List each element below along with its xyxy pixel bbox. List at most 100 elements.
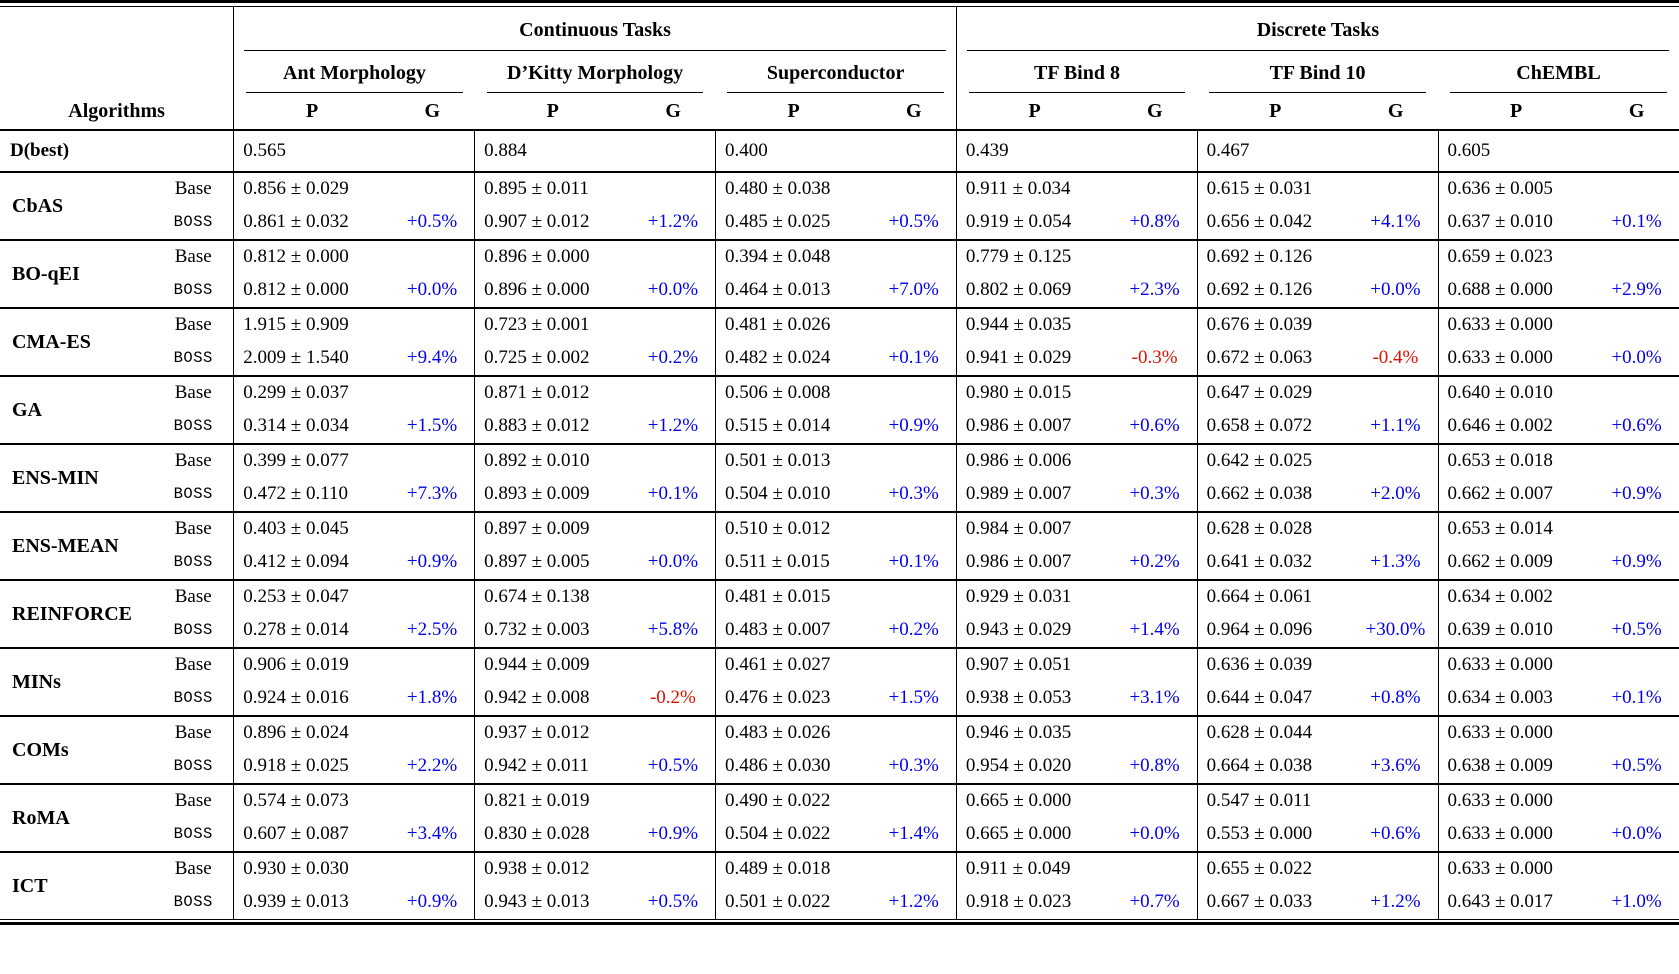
variant-label-base: Base: [153, 579, 234, 614]
boss-gain-cell: -0.2%: [649, 687, 696, 709]
task-dkitty-morphology: D’Kitty Morphology: [475, 51, 716, 93]
base-gain-cell-empty: [630, 511, 716, 546]
boss-value-cell: 0.943 ± 0.013: [474, 886, 631, 919]
base-value-cell: 0.674 ± 0.138: [474, 579, 631, 614]
boss-gain-cell: +0.6%: [1129, 415, 1180, 437]
group-continuous-tasks: Continuous Tasks: [233, 7, 957, 51]
base-gain-cell-empty: [1594, 307, 1679, 342]
base-gain-cell-empty: [871, 239, 957, 274]
base-value-cell: 0.634 ± 0.002: [1437, 579, 1595, 614]
algorithm-base-row: CbAS Base 0.856 ± 0.029 0.895 ± 0.011 0.480 …: [0, 171, 1679, 240]
base-value-cell: 0.984 ± 0.007: [955, 511, 1113, 546]
boss-value-cell: 0.918 ± 0.023: [955, 886, 1113, 919]
base-gain-cell-empty: [871, 375, 957, 410]
base-gain-cell-empty: [1112, 307, 1198, 342]
task-chembl: ChEMBL: [1438, 51, 1679, 93]
g-header: G: [1594, 93, 1679, 131]
task-label: TF Bind 10: [1209, 57, 1426, 93]
base-gain-cell-empty: [1353, 851, 1438, 886]
boss-gain-cell: +0.0%: [1370, 279, 1421, 301]
base-value-cell: 0.628 ± 0.044: [1196, 715, 1354, 750]
algorithm-boss-row: BOSS 0.918 ± 0.025 +2.2% 0.942 ± 0.011 +0.5%…: [0, 750, 1679, 784]
corner-cell: [0, 51, 234, 93]
base-value-cell: 0.911 ± 0.049: [955, 851, 1113, 886]
base-gain-cell-empty: [630, 647, 716, 682]
boss-gain-cell: +0.1%: [1611, 687, 1662, 709]
base-value-cell: 0.481 ± 0.015: [714, 579, 872, 614]
base-value-cell: 0.461 ± 0.027: [714, 647, 872, 682]
base-value-cell: 0.615 ± 0.031: [1196, 171, 1354, 206]
base-value-cell: 0.633 ± 0.000: [1437, 783, 1595, 818]
boss-value-cell: 0.634 ± 0.003: [1437, 682, 1595, 716]
g-header: G: [871, 93, 957, 131]
boss-value-cell: 0.812 ± 0.000: [233, 274, 390, 308]
algorithm-name: CMA-ES: [0, 307, 154, 376]
base-gain-cell-empty: [630, 171, 716, 206]
boss-value-cell: 0.662 ± 0.038: [1196, 478, 1354, 512]
boss-value-cell: 0.896 ± 0.000: [474, 274, 631, 308]
boss-value-cell: 0.732 ± 0.003: [474, 614, 631, 648]
variant-label-boss: BOSS: [173, 757, 213, 776]
group-label: Continuous Tasks: [244, 12, 946, 51]
boss-gain-cell: +5.8%: [647, 619, 699, 641]
boss-gain-cell: +0.5%: [647, 891, 699, 913]
variant-label-boss: BOSS: [173, 689, 213, 708]
boss-gain-cell: +1.2%: [1370, 891, 1421, 913]
boss-gain-cell: +0.9%: [406, 891, 458, 913]
algorithm-boss-row: BOSS 2.009 ± 1.540 +9.4% 0.725 ± 0.002 +0.2%…: [0, 342, 1679, 376]
base-gain-cell-empty: [630, 307, 716, 342]
base-gain-cell-empty: [389, 851, 475, 886]
base-gain-cell-empty: [871, 647, 957, 682]
boss-value-cell: 0.665 ± 0.000: [955, 818, 1113, 852]
boss-gain-cell: +0.0%: [647, 551, 699, 573]
task-label: Ant Morphology: [246, 57, 463, 93]
variant-label-base: Base: [153, 783, 234, 818]
boss-value-cell: 0.656 ± 0.042: [1196, 206, 1354, 240]
boss-value-cell: 0.412 ± 0.094: [233, 546, 390, 580]
g-header: G: [630, 93, 716, 131]
algorithm-name: BO-qEI: [0, 239, 154, 308]
base-value-cell: 0.937 ± 0.012: [474, 715, 631, 750]
boss-value-cell: 0.464 ± 0.013: [714, 274, 872, 308]
base-gain-cell-empty: [1353, 579, 1438, 614]
base-value-cell: 0.628 ± 0.028: [1196, 511, 1354, 546]
boss-gain-cell: +1.2%: [647, 415, 699, 437]
base-gain-cell-empty: [1353, 511, 1438, 546]
base-value-cell: 0.986 ± 0.006: [955, 443, 1113, 478]
boss-value-cell: 0.485 ± 0.025: [714, 206, 872, 240]
algorithm-name: RoMA: [0, 783, 154, 852]
variant-label-boss: BOSS: [173, 349, 213, 368]
boss-value-cell: 0.658 ± 0.072: [1196, 410, 1354, 444]
algorithm-name: ICT: [0, 851, 154, 919]
boss-gain-cell: +4.1%: [1370, 211, 1421, 233]
base-gain-cell-empty: [871, 171, 957, 206]
boss-value-cell: 0.692 ± 0.126: [1196, 274, 1354, 308]
boss-gain-cell: +0.8%: [1129, 755, 1180, 777]
boss-value-cell: 0.633 ± 0.000: [1437, 818, 1595, 852]
base-gain-cell-empty: [389, 783, 475, 818]
base-value-cell: 0.633 ± 0.000: [1437, 647, 1595, 682]
boss-gain-cell: +1.3%: [1370, 551, 1421, 573]
base-value-cell: 0.574 ± 0.073: [233, 783, 390, 818]
boss-gain-cell: +0.8%: [1370, 687, 1421, 709]
boss-value-cell: 0.643 ± 0.017: [1437, 886, 1595, 919]
boss-gain-cell: +0.3%: [888, 755, 939, 777]
boss-value-cell: 0.802 ± 0.069: [955, 274, 1113, 308]
dataset-best-value: 0.884: [474, 130, 716, 173]
base-gain-cell-empty: [389, 375, 475, 410]
boss-value-cell: 0.989 ± 0.007: [955, 478, 1113, 512]
boss-value-cell: 0.986 ± 0.007: [955, 546, 1113, 580]
base-gain-cell-empty: [1112, 239, 1198, 274]
task-superconductor: Superconductor: [715, 51, 956, 93]
base-gain-cell-empty: [1353, 783, 1438, 818]
dataset-best-value: 0.439: [955, 130, 1198, 173]
boss-value-cell: 0.472 ± 0.110: [233, 478, 390, 512]
base-value-cell: 0.723 ± 0.001: [474, 307, 631, 342]
variant-label-base: Base: [153, 511, 234, 546]
base-value-cell: 0.906 ± 0.019: [233, 647, 390, 682]
boss-value-cell: 0.501 ± 0.022: [714, 886, 872, 919]
boss-value-cell: 0.924 ± 0.016: [233, 682, 390, 716]
group-discrete-tasks: Discrete Tasks: [955, 7, 1679, 51]
algorithm-name: MINs: [0, 647, 154, 716]
algorithm-boss-row: BOSS 0.939 ± 0.013 +0.9% 0.943 ± 0.013 +0.5%…: [0, 886, 1679, 919]
